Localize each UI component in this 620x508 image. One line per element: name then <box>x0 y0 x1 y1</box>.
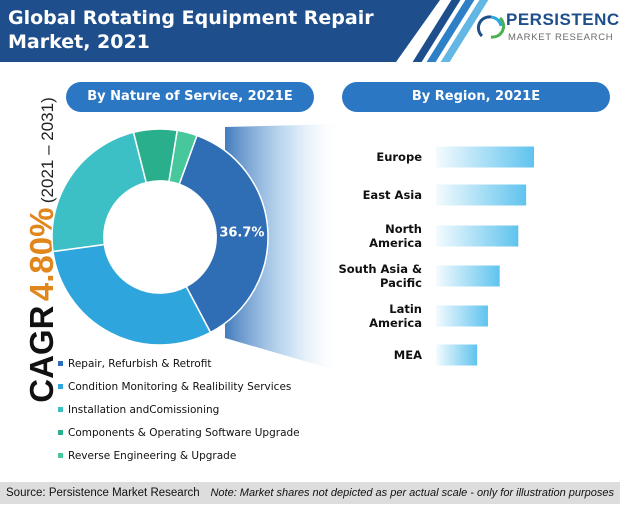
region-bar <box>436 265 500 287</box>
page-title: Global Rotating Equipment Repair Market,… <box>8 6 408 54</box>
donut-slice <box>178 134 269 334</box>
donut-slice <box>52 243 212 346</box>
title-line-1: Global Rotating Equipment Repair <box>8 7 374 29</box>
donut-slice <box>51 131 148 253</box>
legend-item: Components & Operating Software Upgrade <box>58 427 300 450</box>
legend-item: Condition Monitoring & Realibility Servi… <box>58 381 300 404</box>
donut-chart: 36.7% <box>51 128 269 346</box>
title-line-2: Market, 2021 <box>8 31 150 53</box>
logo-globe-icon <box>476 15 506 39</box>
region-label: North America <box>369 222 422 250</box>
region-label: Latin America <box>369 302 422 330</box>
legend-label: Repair, Refurbish & Retrofit <box>68 358 212 370</box>
legend-label: Condition Monitoring & Realibility Servi… <box>68 381 292 393</box>
legend-label: Installation andComissioning <box>68 404 220 416</box>
footer: Source: Persistence Market Research Note… <box>0 482 620 504</box>
legend-swatch <box>58 452 63 458</box>
region-label: MEA <box>394 348 422 362</box>
title-banner <box>0 0 440 62</box>
logo-tagline: MARKET RESEARCH <box>508 32 614 43</box>
donut-slice <box>168 129 198 186</box>
region-bar <box>436 146 534 168</box>
footer-source: Source: Persistence Market Research <box>6 487 200 499</box>
footer-note: Note: Market shares not depicted as per … <box>210 487 614 499</box>
logo-wordmark: PERSISTENCE <box>506 10 620 29</box>
bar-chart-title: By Region, 2021E <box>342 82 610 112</box>
logo: PERSISTENCE MARKET RESEARCH <box>476 6 620 66</box>
region-bar <box>436 184 527 206</box>
legend-swatch <box>58 429 63 435</box>
region-label: South Asia & Pacific <box>338 262 422 290</box>
donut-slice-label: 36.7% <box>219 225 264 240</box>
donut-chart-title: By Nature of Service, 2021E <box>66 82 314 112</box>
region-bar <box>436 344 478 366</box>
legend-swatch <box>58 406 63 412</box>
charts-canvas: 36.7% Europe East Asia North America South A… <box>51 124 534 372</box>
region-bar <box>436 225 519 247</box>
legend-item: Reverse Engineering & Upgrade <box>58 450 300 473</box>
legend-swatch <box>58 360 63 366</box>
region-label: Europe <box>376 150 422 164</box>
legend-label: Components & Operating Software Upgrade <box>68 427 300 439</box>
region-label: East Asia <box>363 188 422 202</box>
region-bar-chart: Europe East Asia North America South Asia & P… <box>338 146 534 366</box>
legend-swatch <box>58 383 63 389</box>
donut-legend: Repair, Refurbish & Retrofit Condition M… <box>58 358 300 473</box>
legend-item: Installation andComissioning <box>58 404 300 427</box>
legend-label: Reverse Engineering & Upgrade <box>68 450 237 462</box>
legend-item: Repair, Refurbish & Retrofit <box>58 358 300 381</box>
region-bar <box>436 305 488 327</box>
